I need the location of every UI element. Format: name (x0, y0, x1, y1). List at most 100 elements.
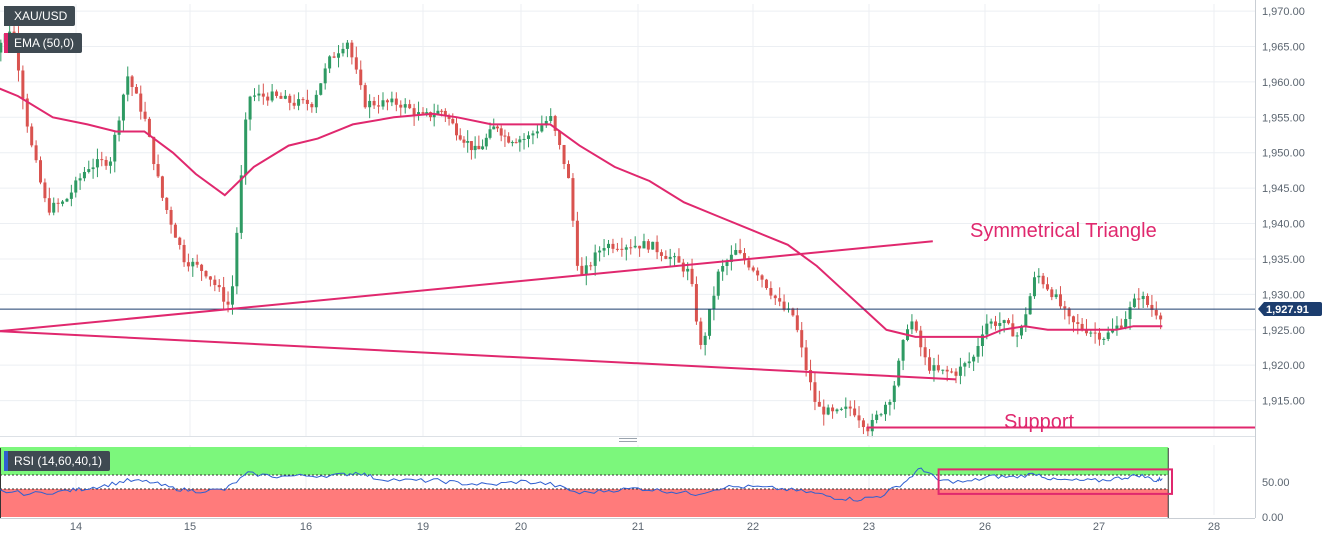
candle (879, 412, 883, 417)
candle (1015, 332, 1019, 348)
candle (831, 404, 835, 419)
candle (989, 318, 993, 329)
candle (584, 256, 588, 286)
candle (82, 166, 86, 182)
candle (43, 178, 47, 203)
candle (668, 248, 672, 267)
candle (270, 84, 274, 103)
candle (1084, 319, 1088, 336)
candle (716, 269, 720, 300)
candle (738, 238, 742, 255)
rsi-legend[interactable]: RSI (14,60,40,1) (4, 451, 111, 471)
panel-resize-handle[interactable] (619, 438, 637, 442)
candle (1011, 314, 1015, 337)
candle (562, 144, 566, 170)
candle (488, 122, 492, 140)
candle (1150, 294, 1154, 317)
candle (1124, 311, 1128, 330)
price-tick-label: 1,965.00 (1262, 41, 1305, 53)
candle (368, 94, 372, 119)
candle (100, 151, 104, 167)
candle (624, 244, 628, 261)
price-candles (0, 23, 1163, 438)
candle (910, 314, 914, 335)
price-tick-label: 1,955.00 (1262, 112, 1305, 124)
candle (681, 258, 685, 278)
candle (252, 88, 256, 102)
rsi-line (0, 467, 1163, 502)
candle (147, 116, 151, 138)
candle (941, 369, 945, 375)
candle (602, 239, 606, 258)
price-tick-label: 1,915.00 (1262, 396, 1305, 408)
price-tick-label: 1,960.00 (1262, 77, 1305, 89)
candle (377, 94, 381, 114)
candle (853, 400, 857, 418)
candle (279, 92, 283, 100)
candle (408, 99, 412, 110)
ema-line (0, 87, 1163, 338)
candle (888, 399, 892, 416)
candle (839, 407, 843, 411)
rsi-label: RSI (14,60,40,1) (14, 454, 103, 468)
candle (1154, 301, 1158, 320)
candle (473, 136, 477, 159)
candle (283, 90, 287, 100)
triangle-annotation: Symmetrical Triangle (970, 220, 1157, 242)
candle (34, 140, 38, 163)
time-tick-label: 28 (1208, 521, 1220, 533)
candle (677, 248, 681, 263)
candle (121, 93, 125, 132)
candle (870, 413, 874, 438)
symbol-legend[interactable]: XAU/USD (4, 6, 76, 26)
price-tick-label: 1,930.00 (1262, 289, 1305, 301)
candle (52, 197, 56, 216)
candle (30, 123, 34, 148)
candle (703, 332, 707, 356)
candle (74, 176, 78, 198)
candle (257, 84, 261, 102)
candle (1063, 300, 1067, 320)
candle (1089, 330, 1093, 338)
candle (21, 65, 25, 110)
candle (182, 239, 186, 267)
candle (169, 206, 173, 234)
triangle-lower-line (0, 330, 957, 381)
candle (892, 381, 896, 410)
price-tick-label: 1,925.00 (1262, 325, 1305, 337)
candle (914, 319, 918, 333)
candle (314, 90, 318, 114)
candle (993, 315, 997, 331)
candle (620, 237, 624, 257)
candle (451, 113, 455, 125)
ema-legend[interactable]: EMA (50,0) (4, 33, 83, 53)
candle (65, 197, 69, 203)
candle (56, 198, 60, 213)
candle (822, 399, 826, 426)
time-tick-label: 26 (979, 521, 991, 533)
candle (261, 83, 265, 105)
candle (1006, 318, 1010, 325)
candle (958, 357, 962, 385)
candle (835, 408, 839, 414)
candle (857, 406, 861, 428)
candle (1058, 286, 1062, 310)
candle (967, 352, 971, 368)
candle (571, 173, 575, 227)
candle (484, 133, 488, 150)
candle (544, 116, 548, 128)
candle (350, 40, 354, 65)
candle (580, 257, 584, 276)
candle (173, 222, 177, 238)
triangle-upper-line (0, 240, 933, 333)
candle (297, 92, 301, 111)
candle (844, 397, 848, 418)
candle (901, 339, 905, 371)
candle (664, 250, 668, 260)
ema-label: EMA (50,0) (14, 36, 75, 50)
candle (266, 92, 270, 106)
candle (25, 93, 29, 133)
candle (91, 158, 95, 179)
candle (47, 187, 51, 216)
